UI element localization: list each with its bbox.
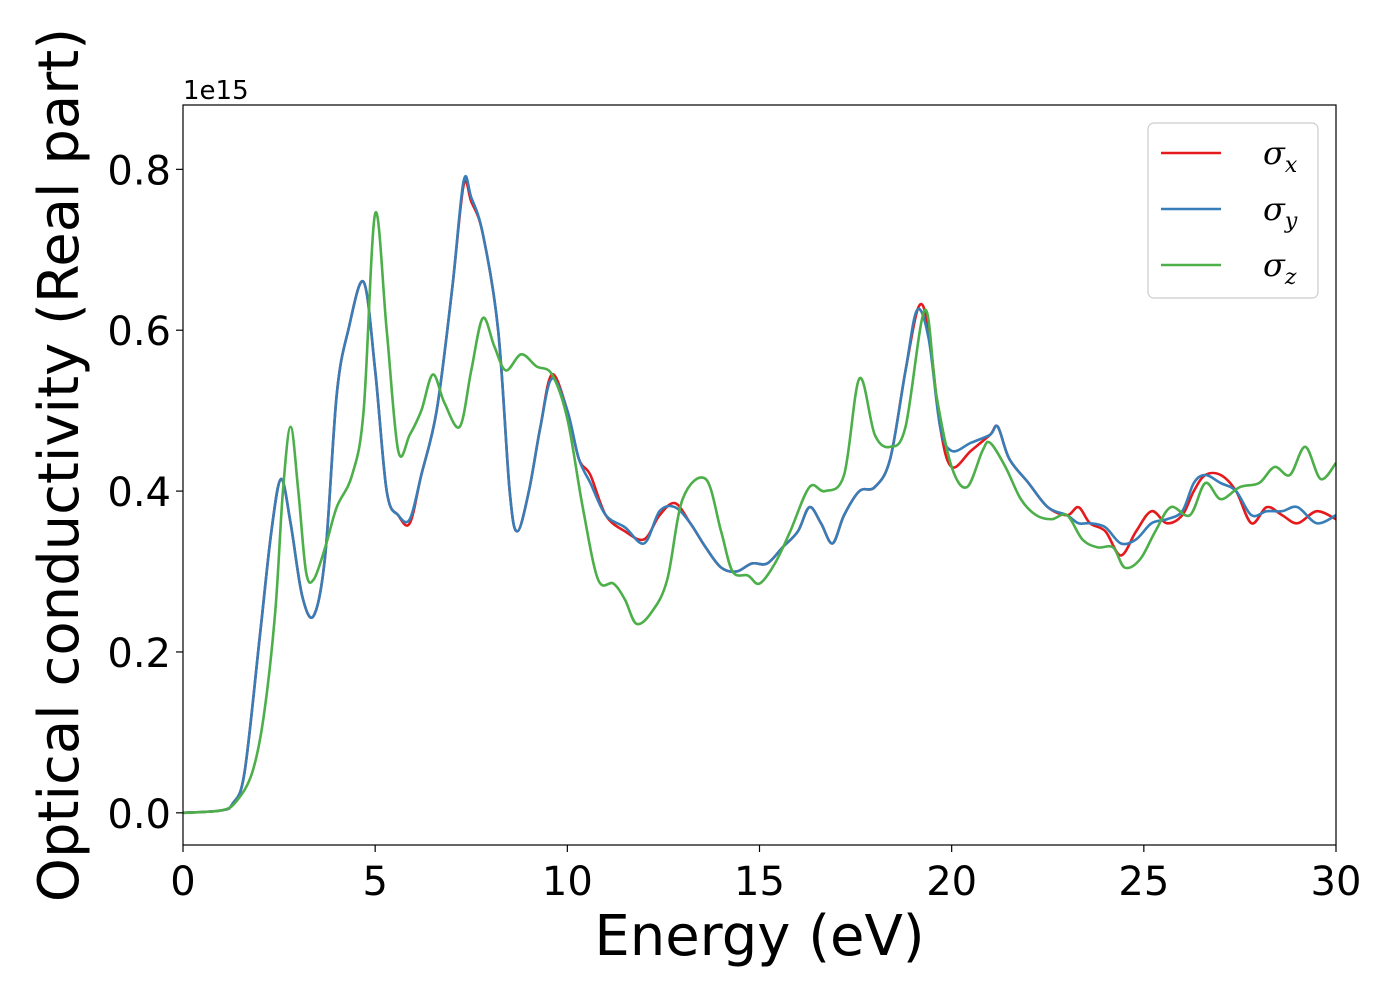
y-offset-label: 1e15 — [183, 76, 249, 106]
y-tick-label: 0.8 — [107, 148, 171, 194]
legend: σx σy σz — [1147, 122, 1319, 299]
x-tick-label: 25 — [1118, 859, 1169, 905]
x-tick-label: 0 — [170, 859, 195, 905]
y-axis-ticks: 0.0 0.2 0.4 0.6 0.8 — [107, 148, 183, 838]
x-tick-label: 10 — [542, 859, 593, 905]
y-tick-label: 0.0 — [107, 792, 171, 838]
x-tick-label: 5 — [362, 859, 387, 905]
y-tick-label: 0.6 — [107, 309, 171, 355]
legend-label-y: σy — [1263, 190, 1298, 234]
series-lines — [183, 174, 1336, 815]
x-tick-label: 15 — [734, 859, 785, 905]
x-axis-ticks: 0 5 10 15 20 25 30 — [170, 845, 1361, 905]
x-tick-label: 30 — [1311, 859, 1362, 905]
x-tick-label: 20 — [926, 859, 977, 905]
legend-label-z: σz — [1263, 246, 1297, 290]
y-tick-label: 0.4 — [107, 470, 171, 516]
x-axis-label: Energy (eV) — [594, 904, 924, 969]
legend-box — [1147, 122, 1319, 299]
series-line-z — [183, 210, 1336, 815]
y-axis-label: Optical conductivity (Real part) — [27, 28, 92, 902]
legend-label-x: σx — [1263, 134, 1298, 178]
series-line-y — [183, 174, 1336, 815]
y-tick-label: 0.2 — [107, 631, 171, 677]
